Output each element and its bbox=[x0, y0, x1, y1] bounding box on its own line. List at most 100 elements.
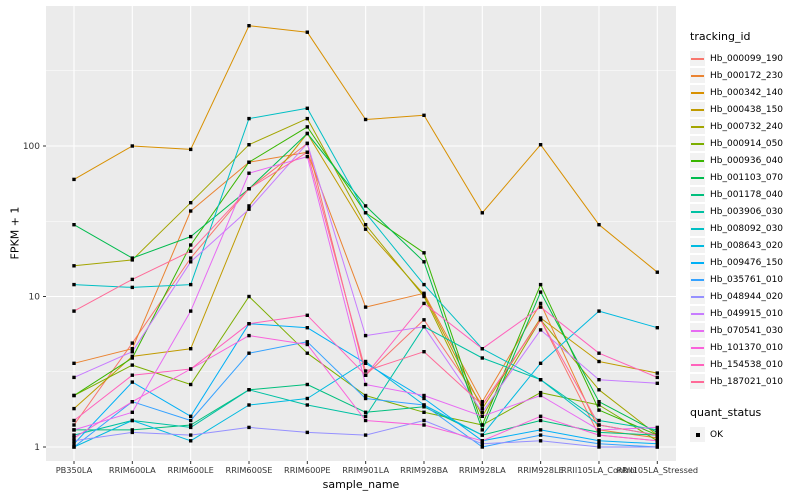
data-point bbox=[72, 223, 76, 227]
legend-line-swatch-icon bbox=[690, 119, 705, 134]
data-point bbox=[597, 442, 601, 446]
legend-label: Hb_000914_050 bbox=[710, 138, 784, 149]
data-point bbox=[189, 309, 193, 313]
data-point bbox=[538, 282, 543, 287]
data-point bbox=[305, 382, 309, 387]
data-point bbox=[247, 116, 251, 121]
data-point bbox=[305, 342, 309, 347]
data-point bbox=[655, 428, 659, 432]
data-point bbox=[597, 400, 601, 404]
x-tick-label: RRIM600PE bbox=[284, 465, 331, 475]
legend-line-swatch-icon bbox=[690, 68, 705, 83]
data-point bbox=[130, 418, 134, 423]
data-point bbox=[130, 277, 134, 282]
data-point bbox=[305, 30, 309, 34]
x-tick-label: RRII105LA_Control bbox=[561, 465, 637, 475]
data-point bbox=[189, 282, 193, 287]
data-point bbox=[480, 428, 484, 432]
legend-label: Hb_000099_190 bbox=[710, 53, 784, 64]
data-point bbox=[189, 367, 193, 371]
data-point bbox=[189, 256, 193, 260]
data-point bbox=[363, 211, 368, 215]
data-point bbox=[72, 282, 76, 287]
data-point bbox=[655, 425, 659, 430]
legend-line-swatch-icon bbox=[690, 136, 705, 151]
legend-line-swatch-icon bbox=[690, 238, 705, 253]
legend-label: Hb_008092_030 bbox=[710, 223, 784, 234]
data-point bbox=[189, 382, 193, 387]
series-color-line bbox=[691, 364, 704, 366]
data-point bbox=[72, 445, 76, 449]
series-color-line bbox=[691, 347, 704, 349]
data-point bbox=[247, 24, 251, 28]
data-point bbox=[422, 260, 426, 264]
series-color-line bbox=[691, 313, 704, 315]
data-point bbox=[538, 361, 543, 365]
data-point bbox=[538, 390, 543, 395]
data-point bbox=[422, 418, 426, 423]
data-point bbox=[655, 430, 659, 435]
legend-line-swatch-icon bbox=[690, 102, 705, 117]
data-point bbox=[655, 381, 659, 385]
legend-item: Hb_003906_030 bbox=[690, 203, 800, 220]
data-point bbox=[538, 428, 543, 432]
series-color-line bbox=[691, 126, 704, 128]
x-tick-label: RRIM600LA bbox=[109, 465, 156, 475]
series-color-line bbox=[691, 143, 704, 145]
legend-label-ok: OK bbox=[710, 429, 723, 440]
data-point bbox=[72, 309, 76, 313]
x-tick-label: RRIM928LE bbox=[518, 465, 564, 475]
legend-item: Hb_001103_070 bbox=[690, 169, 800, 186]
data-point bbox=[422, 403, 426, 407]
data-point bbox=[189, 425, 193, 430]
series-color-line bbox=[691, 92, 704, 94]
data-point bbox=[597, 439, 601, 443]
data-point bbox=[72, 177, 76, 182]
legend-label: Hb_000342_140 bbox=[710, 87, 784, 98]
data-point bbox=[189, 347, 193, 351]
y-tick-label: 1 bbox=[34, 443, 40, 453]
legend-line-swatch-icon bbox=[690, 153, 705, 168]
data-point bbox=[305, 396, 309, 401]
legend-label: Hb_035761_010 bbox=[710, 274, 784, 285]
legend-label: Hb_000172_230 bbox=[710, 70, 784, 81]
legend-line-swatch-icon bbox=[690, 51, 705, 66]
data-point bbox=[247, 425, 251, 430]
data-point bbox=[189, 260, 193, 264]
data-point bbox=[305, 116, 309, 121]
data-point bbox=[363, 227, 368, 231]
legend: tracking_id Hb_000099_190 Hb_000172_230 Hb… bbox=[690, 30, 800, 443]
data-point bbox=[363, 393, 368, 398]
x-tick-label: RRII105LA_Stressed bbox=[616, 465, 698, 475]
data-point bbox=[363, 359, 368, 364]
data-point bbox=[72, 433, 76, 437]
data-point bbox=[597, 388, 601, 392]
series-color-line bbox=[691, 296, 704, 298]
data-point bbox=[538, 305, 543, 309]
data-point bbox=[655, 326, 659, 330]
legend-line-swatch-icon bbox=[690, 357, 705, 372]
series-color-line bbox=[691, 228, 704, 230]
data-point bbox=[305, 351, 309, 355]
plot-panel bbox=[46, 6, 676, 461]
data-point bbox=[538, 378, 543, 382]
y-tick-label: 100 bbox=[23, 142, 40, 152]
legend-line-swatch-icon bbox=[690, 340, 705, 355]
data-point bbox=[597, 359, 601, 364]
data-point bbox=[247, 333, 251, 338]
data-point bbox=[189, 234, 193, 239]
data-point bbox=[189, 414, 193, 418]
legend-label: Hb_008643_020 bbox=[710, 240, 784, 251]
data-point bbox=[363, 333, 368, 338]
data-point bbox=[363, 382, 368, 387]
legend-item: Hb_008092_030 bbox=[690, 220, 800, 237]
legend-item: Hb_001178_040 bbox=[690, 186, 800, 203]
legend-label: Hb_000732_240 bbox=[710, 121, 784, 132]
legend-line-swatch-icon bbox=[690, 204, 705, 219]
data-point bbox=[247, 403, 251, 407]
legend-line-swatch-icon bbox=[690, 221, 705, 236]
series-color-line bbox=[691, 58, 704, 60]
data-point bbox=[655, 436, 659, 440]
data-point bbox=[655, 442, 659, 446]
